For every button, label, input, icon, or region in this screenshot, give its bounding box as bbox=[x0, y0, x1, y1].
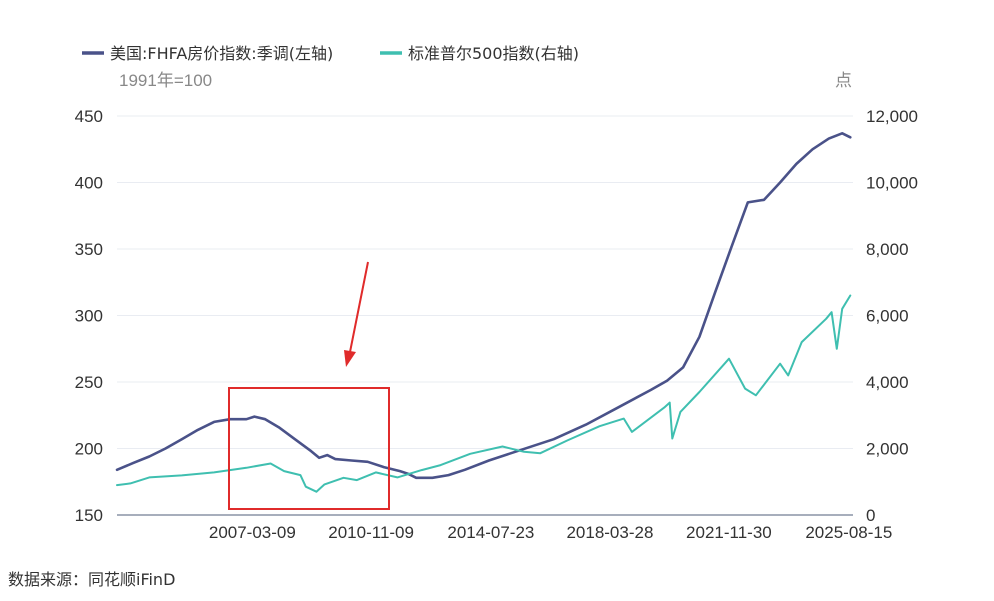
legend-label-fhfa: 美国:FHFA房价指数:季调(左轴) bbox=[110, 44, 333, 63]
left-tick-label: 150 bbox=[75, 506, 103, 525]
left-tick-label: 350 bbox=[75, 240, 103, 259]
right-tick-label: 6,000 bbox=[866, 307, 909, 326]
left-axis-unit: 1991年=100 bbox=[119, 71, 212, 90]
left-tick-label: 450 bbox=[75, 107, 103, 126]
left-tick-label: 250 bbox=[75, 373, 103, 392]
x-tick-label: 2025-08-15 bbox=[805, 523, 892, 542]
left-tick-label: 200 bbox=[75, 440, 103, 459]
right-axis-unit: 点 bbox=[835, 71, 852, 90]
left-tick-label: 300 bbox=[75, 307, 103, 326]
x-tick-label: 2010-11-09 bbox=[328, 523, 414, 542]
right-tick-label: 2,000 bbox=[866, 440, 909, 459]
x-tick-label: 2014-07-23 bbox=[447, 523, 534, 542]
right-tick-label: 4,000 bbox=[866, 373, 909, 392]
left-tick-label: 400 bbox=[75, 174, 103, 193]
x-tick-label: 2007-03-09 bbox=[209, 523, 296, 542]
right-tick-label: 12,000 bbox=[866, 107, 918, 126]
right-tick-label: 10,000 bbox=[866, 174, 918, 193]
legend-label-sp500: 标准普尔500指数(右轴) bbox=[408, 44, 579, 63]
highlight-box bbox=[228, 387, 390, 510]
x-axis-tick-labels: 2007-03-09 2010-11-09 2014-07-23 2018-03-28… bbox=[209, 523, 892, 542]
series-line-sp500 bbox=[116, 294, 852, 493]
left-axis-tick-labels: 450 400 350 300 250 200 150 bbox=[75, 107, 103, 525]
x-tick-label: 2021-11-30 bbox=[686, 523, 772, 542]
legend: 美国:FHFA房价指数:季调(左轴) 标准普尔500指数(右轴) bbox=[82, 44, 579, 63]
right-tick-label: 8,000 bbox=[866, 240, 909, 259]
right-tick-label: 0 bbox=[866, 506, 875, 525]
series-lines bbox=[115, 132, 852, 493]
grid-lines bbox=[117, 115, 853, 449]
series-line-fhfa bbox=[115, 132, 852, 480]
right-axis-tick-labels: 12,000 10,000 8,000 6,000 4,000 2,000 0 bbox=[866, 107, 918, 525]
data-source-note: 数据来源：同花顺iFinD bbox=[8, 570, 176, 589]
annotation-arrow bbox=[344, 261, 369, 367]
x-tick-label: 2018-03-28 bbox=[566, 523, 653, 542]
